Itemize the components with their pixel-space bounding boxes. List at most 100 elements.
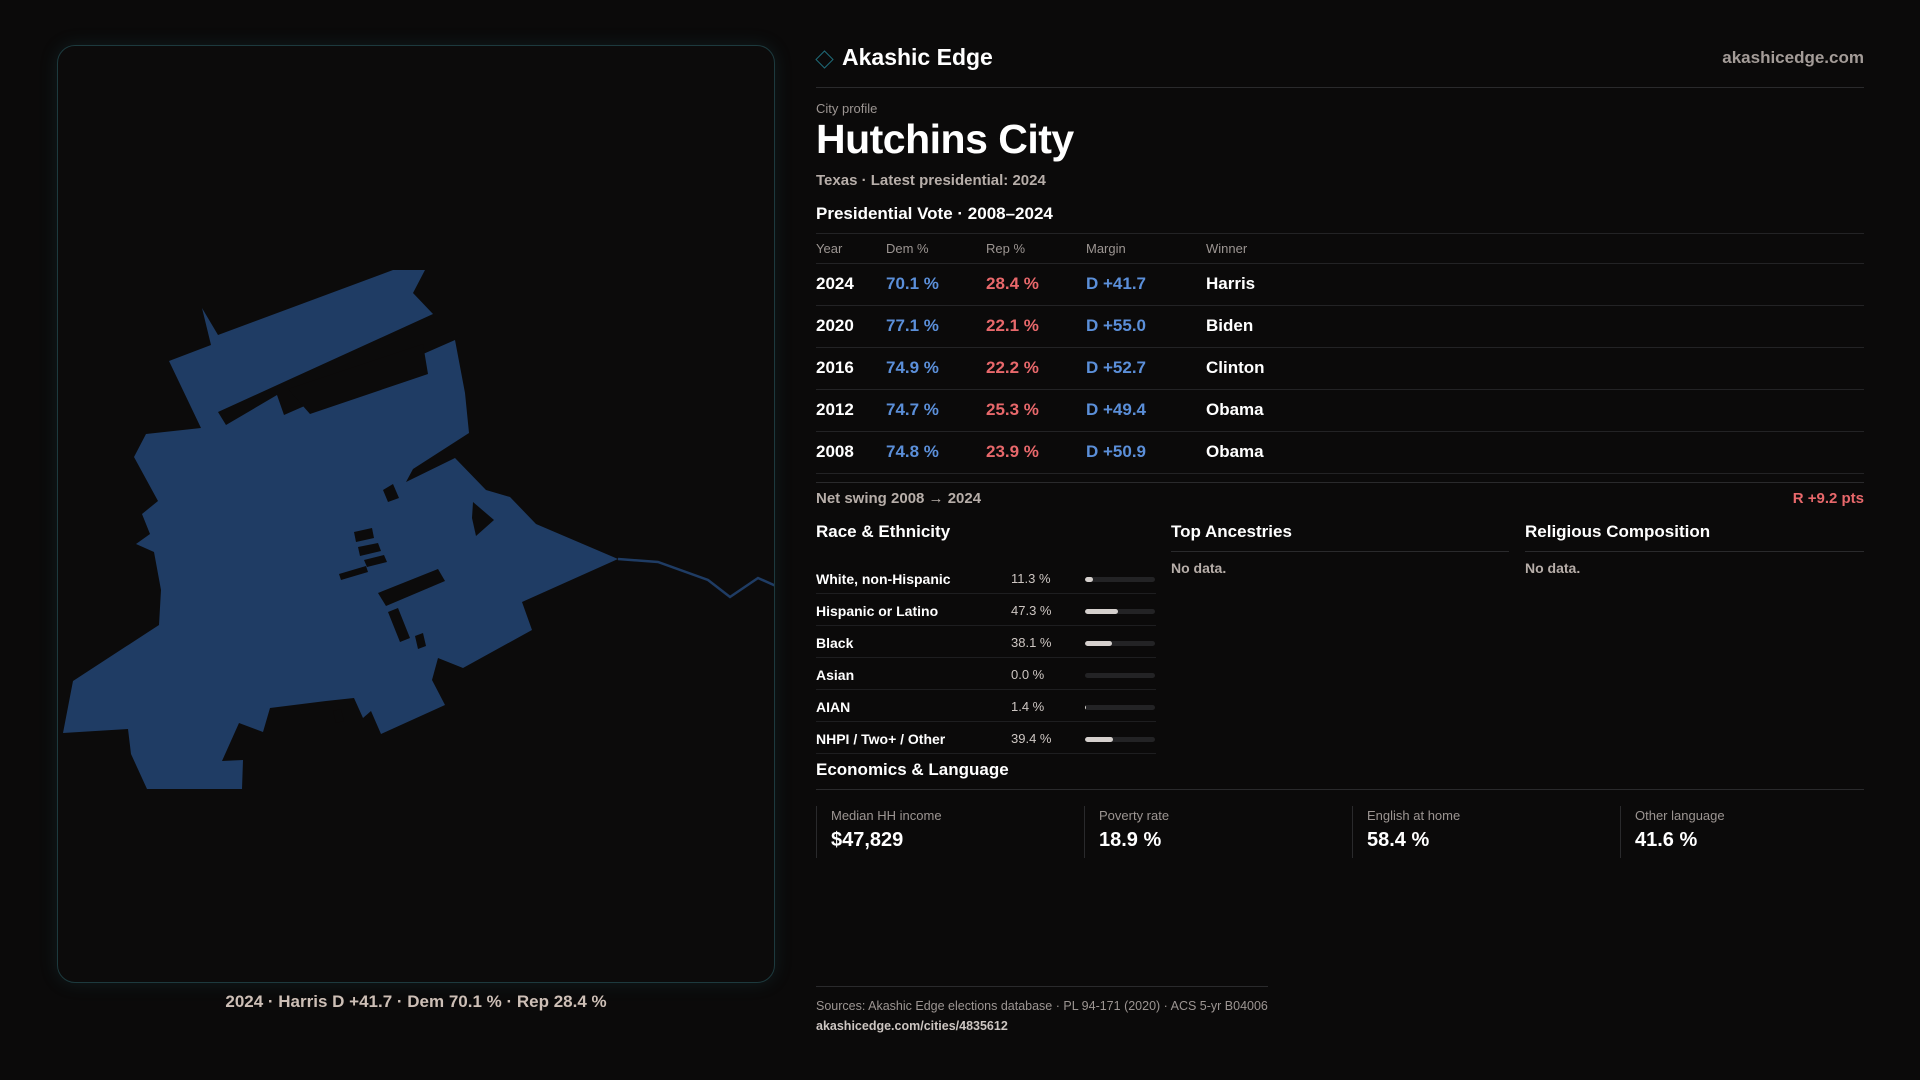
row-margin: D +41.7 <box>1086 274 1147 293</box>
column-header-dem: Dem % <box>886 241 929 256</box>
row-rep: 28.4 % <box>986 274 1039 293</box>
race-bar-track <box>1085 673 1155 678</box>
race-name: NHPI / Two+ / Other <box>816 731 946 747</box>
race-name: Black <box>816 635 854 651</box>
profile-eyebrow: City profile <box>816 101 878 116</box>
ancestries-empty: No data. <box>1171 560 1227 576</box>
race-bar-track <box>1085 641 1155 646</box>
race-ethnicity-section: Race & Ethnicity White, non-Hispanic 11.3… <box>816 522 1156 754</box>
row-dem: 74.8 % <box>886 442 939 461</box>
econ-card-median-income: Median HH income $47,829 <box>816 806 1056 858</box>
econ-label: English at home <box>1367 808 1461 823</box>
table-row: 2016 74.9 % 22.2 % D +52.7 Clinton <box>816 348 1864 390</box>
brand-site-link[interactable]: akashicedge.com <box>1722 48 1864 67</box>
city-map-panel[interactable] <box>57 45 775 983</box>
race-percent: 11.3 % <box>1011 571 1051 586</box>
econ-value: 18.9 % <box>1099 829 1162 851</box>
race-row: White, non-Hispanic 11.3 % <box>816 562 1156 594</box>
row-dem: 74.9 % <box>886 358 939 377</box>
creek-line <box>617 557 774 599</box>
race-bar-track <box>1085 705 1155 710</box>
row-year: 2016 <box>816 358 854 377</box>
econ-card-other-language: Other language 41.6 % <box>1620 806 1860 858</box>
row-year: 2024 <box>816 274 854 293</box>
race-bar-fill <box>1085 641 1112 646</box>
diamond-icon <box>815 50 834 69</box>
religion-empty: No data. <box>1525 560 1581 576</box>
race-name: Asian <box>816 667 855 683</box>
race-row: Hispanic or Latino 47.3 % <box>816 594 1156 626</box>
econ-value: $47,829 <box>831 829 904 851</box>
row-dem: 77.1 % <box>886 316 939 335</box>
table-row: 2024 70.1 % 28.4 % D +41.7 Harris <box>816 264 1864 306</box>
econ-label: Poverty rate <box>1099 808 1170 823</box>
row-winner: Biden <box>1206 316 1254 335</box>
race-section-title: Race & Ethnicity <box>816 522 951 541</box>
map-caption: 2024 · Harris D +41.7 · Dem 70.1 % · Rep… <box>225 992 607 1011</box>
column-header-winner: Winner <box>1206 241 1248 256</box>
row-margin: D +49.4 <box>1086 400 1147 419</box>
row-margin: D +55.0 <box>1086 316 1147 335</box>
race-bar-fill <box>1085 737 1113 742</box>
row-year: 2012 <box>816 400 854 419</box>
econ-value: 41.6 % <box>1635 829 1698 851</box>
city-boundary-map <box>63 270 774 789</box>
city-permalink[interactable]: akashicedge.com/cities/4835612 <box>816 1019 1008 1033</box>
row-rep: 22.2 % <box>986 358 1039 377</box>
row-dem: 74.7 % <box>886 400 939 419</box>
race-name: Hispanic or Latino <box>816 603 939 619</box>
race-name: White, non-Hispanic <box>816 571 951 587</box>
econ-label: Other language <box>1635 808 1725 823</box>
race-row: Asian 0.0 % <box>816 658 1156 690</box>
page-subtitle: Texas · Latest presidential: 2024 <box>816 172 1046 189</box>
vote-section-title: Presidential Vote · 2008–2024 <box>816 204 1053 223</box>
race-row: AIAN 1.4 % <box>816 690 1156 722</box>
race-name: AIAN <box>816 699 851 715</box>
brand-header: Akashic Edge akashicedge.com <box>815 44 1864 88</box>
race-bar-track <box>1085 609 1155 614</box>
row-margin: D +52.7 <box>1086 358 1147 377</box>
brand-name[interactable]: Akashic Edge <box>842 44 993 70</box>
column-header-margin: Margin <box>1086 241 1126 256</box>
econ-label: Median HH income <box>831 808 942 823</box>
econ-card-english-at-home: English at home 58.4 % <box>1352 806 1592 858</box>
ancestries-section: Top Ancestries No data. <box>1171 522 1509 576</box>
race-percent: 47.3 % <box>1011 603 1052 618</box>
column-header-year: Year <box>816 241 843 256</box>
profile-column: Akashic Edge akashicedge.com City profil… <box>815 0 1864 1080</box>
row-rep: 23.9 % <box>986 442 1039 461</box>
city-boundary-shape <box>63 270 618 789</box>
economics-section-title: Economics & Language <box>816 760 1009 779</box>
race-percent: 39.4 % <box>1011 731 1052 746</box>
race-bar-fill <box>1085 577 1093 582</box>
row-year: 2008 <box>816 442 854 461</box>
race-bar-track <box>1085 577 1155 582</box>
table-row: 2012 74.7 % 25.3 % D +49.4 Obama <box>816 390 1864 432</box>
econ-value: 58.4 % <box>1367 829 1430 851</box>
net-swing-value: R +9.2 pts <box>1792 490 1864 507</box>
row-winner: Obama <box>1206 442 1264 461</box>
table-row: 2020 77.1 % 22.1 % D +55.0 Biden <box>816 306 1864 348</box>
row-winner: Clinton <box>1206 358 1265 377</box>
sources-text: Sources: Akashic Edge elections database… <box>816 999 1268 1013</box>
row-dem: 70.1 % <box>886 274 939 293</box>
religion-section: Religious Composition No data. <box>1525 522 1864 576</box>
race-percent: 1.4 % <box>1011 699 1045 714</box>
vote-table: Year Dem % Rep % Margin Winner 2024 70.1… <box>816 233 1864 474</box>
economics-cards: Median HH income $47,829 Poverty rate 18… <box>816 806 1864 858</box>
row-winner: Harris <box>1206 274 1256 293</box>
row-rep: 22.1 % <box>986 316 1039 335</box>
ancestries-section-title: Top Ancestries <box>1171 522 1509 552</box>
economics-header: Economics & Language <box>816 760 1864 790</box>
vote-table-header: Year Dem % Rep % Margin Winner <box>816 234 1864 264</box>
race-row: NHPI / Two+ / Other 39.4 % <box>816 722 1156 754</box>
race-percent: 38.1 % <box>1011 635 1052 650</box>
econ-card-poverty-rate: Poverty rate 18.9 % <box>1084 806 1324 858</box>
race-bar-track <box>1085 737 1155 742</box>
net-swing-row: Net swing 2008 → 2024 R +9.2 pts <box>816 482 1864 512</box>
column-header-rep: Rep % <box>986 241 1026 256</box>
page-title: Hutchins City <box>816 116 1074 162</box>
row-margin: D +50.9 <box>1086 442 1147 461</box>
row-rep: 25.3 % <box>986 400 1039 419</box>
row-winner: Obama <box>1206 400 1264 419</box>
